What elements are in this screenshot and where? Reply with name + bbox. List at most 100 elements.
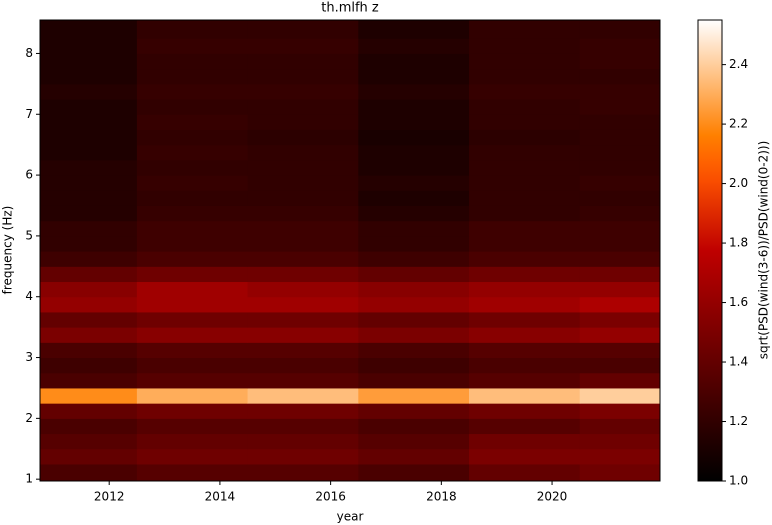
heatmap-cell (579, 281, 661, 298)
heatmap-cell (136, 296, 249, 313)
heatmap-cell (579, 190, 661, 206)
heatmap-cell (358, 342, 470, 359)
heatmap-cell (579, 251, 661, 267)
heatmap-cell (40, 144, 138, 161)
heatmap-cell (358, 433, 470, 450)
heatmap-cell (247, 129, 359, 146)
heatmap-cell (247, 296, 359, 313)
heatmap-cell (136, 463, 249, 482)
heatmap-cell (579, 129, 661, 146)
heatmap-cell (358, 311, 470, 328)
y-tick-label: 8 (25, 46, 33, 60)
heatmap-cell (358, 53, 470, 70)
heatmap-cell (358, 20, 470, 39)
heatmap-cell (247, 463, 359, 482)
heatmap-cell (579, 99, 661, 115)
heatmap-cell (247, 418, 359, 435)
heatmap-cell (579, 20, 661, 39)
heatmap-cell (469, 99, 581, 115)
heatmap-cell (136, 418, 249, 435)
heatmap-cell (40, 311, 138, 328)
colorbar-tick-label: 2.2 (729, 117, 748, 131)
heatmap-cell (469, 68, 581, 85)
heatmap-cell (469, 418, 581, 435)
heatmap-cell (40, 357, 138, 374)
heatmap-cell (247, 342, 359, 359)
x-tick-label: 2012 (94, 490, 125, 504)
heatmap-cell (579, 83, 661, 100)
y-tick-label: 7 (25, 107, 33, 121)
colorbar (697, 19, 723, 482)
heatmap-cell (469, 114, 581, 130)
heatmap-cell (358, 129, 470, 146)
heatmap-cell (469, 403, 581, 419)
heatmap-cell (469, 235, 581, 252)
heatmap-cell (469, 220, 581, 237)
heatmap-cell (40, 83, 138, 100)
heatmap-cell (40, 175, 138, 191)
heatmap-cell (247, 159, 359, 176)
colorbar-tick-label: 2.0 (729, 176, 748, 190)
heatmap-cell (469, 342, 581, 359)
heatmap-cell (40, 296, 138, 313)
heatmap-cell (40, 433, 138, 450)
heatmap-cell (579, 311, 661, 328)
heatmap-cell (136, 20, 249, 39)
heatmap-cell (358, 99, 470, 115)
heatmap-cell (136, 205, 249, 222)
heatmap-cell (247, 190, 359, 206)
colorbar-tick-label: 1.4 (729, 355, 748, 369)
heatmap-cell (247, 387, 359, 404)
heatmap-cell (579, 418, 661, 435)
heatmap-cell (136, 129, 249, 146)
heatmap-cell (247, 266, 359, 283)
heatmap-cell (469, 296, 581, 313)
heatmap-cell (247, 403, 359, 419)
heatmap-cell (579, 235, 661, 252)
heatmap-cell (136, 220, 249, 237)
heatmap-cell (247, 68, 359, 85)
heatmap-cell (358, 114, 470, 130)
heatmap-cell (136, 144, 249, 161)
heatmap-cell (469, 205, 581, 222)
heatmap-cell (579, 463, 661, 482)
heatmap-cell (358, 38, 470, 54)
heatmap-cell (247, 327, 359, 343)
heatmap-cell (579, 296, 661, 313)
heatmap-cell (40, 281, 138, 298)
heatmap-cell (40, 99, 138, 115)
heatmap-cell (358, 83, 470, 100)
colorbar-tick-label: 1.8 (729, 236, 748, 250)
heatmap-cell (136, 175, 249, 191)
heatmap-cell (40, 220, 138, 237)
y-tick-label: 1 (25, 472, 33, 486)
heatmap-cell (247, 311, 359, 328)
heatmap-cell (136, 433, 249, 450)
heatmap-cell (247, 205, 359, 222)
heatmap-cell (136, 448, 249, 465)
heatmap-cell (40, 205, 138, 222)
heatmap-cell (469, 448, 581, 465)
heatmap-cell (136, 53, 249, 70)
heatmap-cell (469, 311, 581, 328)
heatmap-cell (247, 53, 359, 70)
heatmap-cell (136, 114, 249, 130)
heatmap-cell (40, 114, 138, 130)
heatmap-cell (247, 281, 359, 298)
heatmap-cell (469, 144, 581, 161)
heatmap-cell (247, 38, 359, 54)
y-axis-label: frequency (Hz) (1, 206, 15, 295)
heatmap-cell (40, 190, 138, 206)
heatmap-cell (247, 357, 359, 374)
heatmap-cell (136, 251, 249, 267)
heatmap-cell (469, 463, 581, 482)
heatmap-cell (469, 129, 581, 146)
heatmap-cell (40, 251, 138, 267)
heatmap-cell (40, 20, 138, 39)
heatmap-cell (469, 266, 581, 283)
heatmap-cell (358, 372, 470, 389)
heatmap-cell (358, 403, 470, 419)
heatmap-cell (136, 38, 249, 54)
heatmap-cell (40, 327, 138, 343)
